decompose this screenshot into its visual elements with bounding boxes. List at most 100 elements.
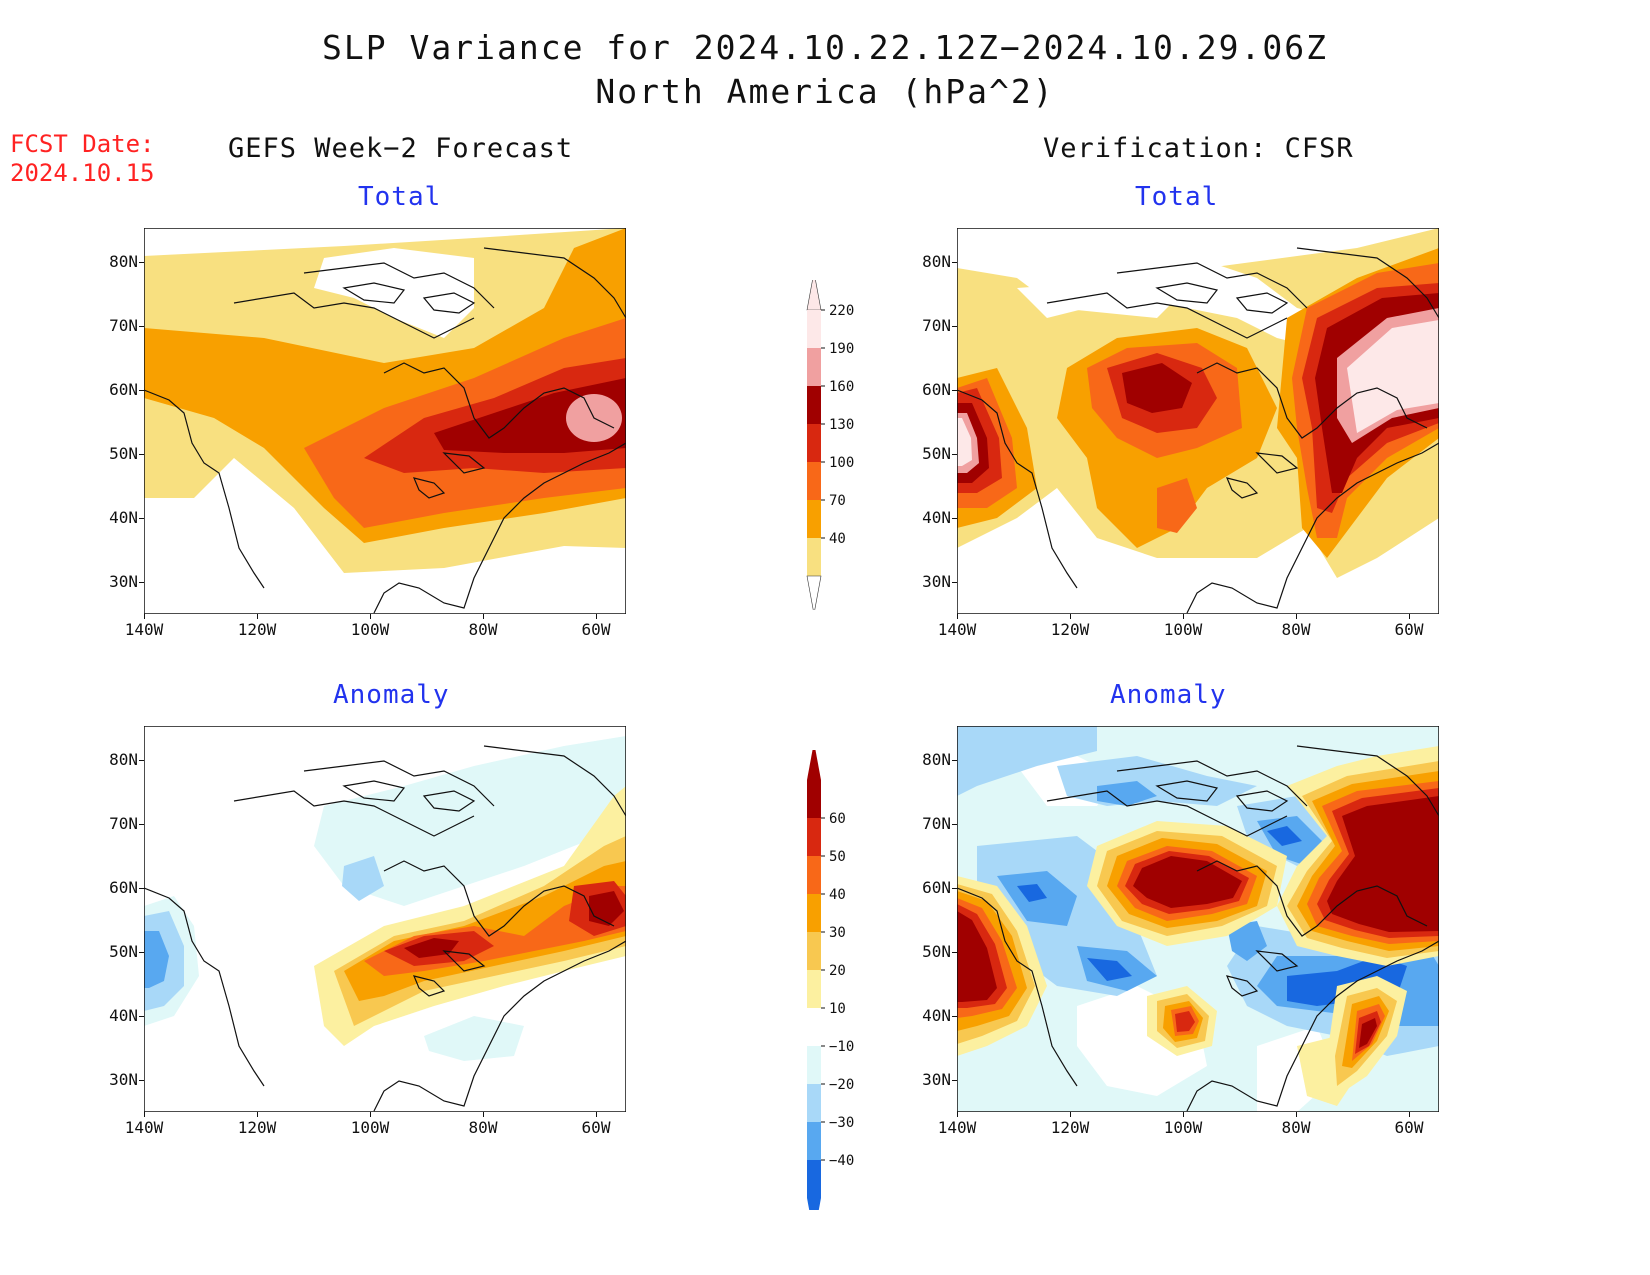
lon-tick-label: 120W <box>1050 620 1090 639</box>
colorbar-anomaly-label: −20 <box>829 1077 854 1093</box>
lon-tick-mark <box>257 614 258 619</box>
lat-tick-mark <box>139 824 144 825</box>
neg-30 <box>144 931 169 988</box>
colorbar-anomaly-label: 30 <box>829 925 846 941</box>
colorbar-total-segments <box>806 280 822 610</box>
colorbar-total-label: 130 <box>829 417 854 433</box>
coastline <box>144 247 626 614</box>
lon-tick-mark <box>596 614 597 619</box>
colorbar-anomaly-label: 10 <box>829 1001 846 1017</box>
lon-tick-label: 140W <box>124 620 164 639</box>
colorbar-total-segment <box>807 348 821 386</box>
lon-tick-label: 100W <box>350 1118 390 1137</box>
coastline <box>144 745 626 1112</box>
lon-tick-label: 100W <box>350 620 390 639</box>
forecast-column-title: GEFS Week−2 Forecast <box>228 133 574 164</box>
colorbar-anomaly-segment <box>807 856 821 894</box>
lat-tick-label: 60N <box>109 878 138 897</box>
lon-tick-mark <box>144 1112 145 1117</box>
lat-tick-mark <box>139 454 144 455</box>
panel-title-verification-anomaly: Anomaly <box>1110 680 1227 710</box>
lat-tick-mark <box>952 824 957 825</box>
lon-tick-label: 140W <box>937 1118 977 1137</box>
map-verification-total <box>957 228 1439 614</box>
colorbar-anomaly-label: 60 <box>829 811 846 827</box>
colorbar-total-label: 40 <box>829 531 846 547</box>
lat-tick-label: 70N <box>109 316 138 335</box>
lat-tick-label: 60N <box>922 380 951 399</box>
lon-tick-label: 60W <box>1394 1118 1424 1137</box>
map-verification-anomaly <box>957 726 1439 1112</box>
lon-tick-mark <box>483 1112 484 1117</box>
lon-tick-mark <box>957 614 958 619</box>
colorbar-anomaly-segment <box>807 1122 821 1160</box>
lon-tick-label: 60W <box>581 1118 611 1137</box>
lat-tick-mark <box>139 518 144 519</box>
lat-tick-mark <box>139 1016 144 1017</box>
lat-tick-label: 60N <box>922 878 951 897</box>
lon-tick-label: 120W <box>237 1118 277 1137</box>
lon-tick-label: 100W <box>1163 620 1203 639</box>
lat-tick-label: 50N <box>922 942 951 961</box>
white-areas <box>1017 756 1337 1112</box>
pos-30 <box>957 771 1439 1068</box>
panel-title-forecast-total: Total <box>358 182 442 212</box>
lat-tick-label: 40N <box>109 508 138 527</box>
colorbar-total-segment <box>807 500 821 538</box>
contour-130 <box>957 283 1439 513</box>
lon-tick-mark <box>1183 614 1184 619</box>
colorbar-anomaly-top-arrow <box>807 750 821 780</box>
lon-tick-mark <box>370 1112 371 1117</box>
lat-tick-mark <box>952 888 957 889</box>
fcst-date-value: 2024.10.15 <box>10 159 155 187</box>
lon-tick-mark <box>1183 1112 1184 1117</box>
colorbar-anomaly-segment <box>807 894 821 932</box>
colorbar-anomaly-segment <box>807 932 821 970</box>
lon-tick-label: 80W <box>1281 1118 1311 1137</box>
subtitle: North America (hPa^2) <box>595 72 1055 111</box>
lon-tick-mark <box>1409 1112 1410 1117</box>
lon-tick-label: 120W <box>237 620 277 639</box>
lat-tick-mark <box>952 326 957 327</box>
lat-tick-mark <box>952 1080 957 1081</box>
colorbar-anomaly-label: 50 <box>829 849 846 865</box>
colorbar-anomaly-segment <box>807 1008 821 1046</box>
lon-tick-mark <box>370 614 371 619</box>
neg-10 <box>144 736 626 1061</box>
lon-tick-mark <box>1070 1112 1071 1117</box>
white-gap <box>1017 258 1337 348</box>
lat-tick-mark <box>139 326 144 327</box>
colorbar-anomaly-label: −40 <box>829 1153 854 1169</box>
lat-tick-mark <box>952 1016 957 1017</box>
colorbar-anomaly-label: −10 <box>829 1039 854 1055</box>
lat-tick-label: 80N <box>922 750 951 769</box>
lon-tick-mark <box>957 1112 958 1117</box>
colorbar-anomaly-segment <box>807 1160 821 1198</box>
colorbar-total-segment <box>807 424 821 462</box>
colorbar-total-label: 190 <box>829 341 854 357</box>
lon-tick-mark <box>483 614 484 619</box>
colorbar-anomaly-segment <box>807 818 821 856</box>
lat-tick-label: 40N <box>922 1006 951 1025</box>
lat-tick-mark <box>952 390 957 391</box>
lat-tick-label: 80N <box>109 252 138 271</box>
colorbar-total-label: 160 <box>829 379 854 395</box>
contour-190 <box>957 308 1439 473</box>
colorbar-total-segment <box>807 538 821 576</box>
lon-tick-mark <box>1070 614 1071 619</box>
lat-tick-label: 50N <box>922 444 951 463</box>
lon-tick-label: 80W <box>468 620 498 639</box>
lat-tick-label: 50N <box>109 444 138 463</box>
lat-tick-mark <box>139 390 144 391</box>
panel-title-forecast-anomaly: Anomaly <box>333 680 450 710</box>
neg-20 <box>144 856 384 1011</box>
lat-tick-label: 30N <box>109 1070 138 1089</box>
lon-tick-label: 100W <box>1163 1118 1203 1137</box>
colorbar-total-bottom-arrow <box>806 575 822 610</box>
lat-tick-mark <box>139 888 144 889</box>
lon-tick-mark <box>144 614 145 619</box>
lat-tick-label: 30N <box>109 572 138 591</box>
pos-60 <box>957 796 1439 1048</box>
lat-tick-mark <box>952 952 957 953</box>
lon-tick-label: 60W <box>581 620 611 639</box>
